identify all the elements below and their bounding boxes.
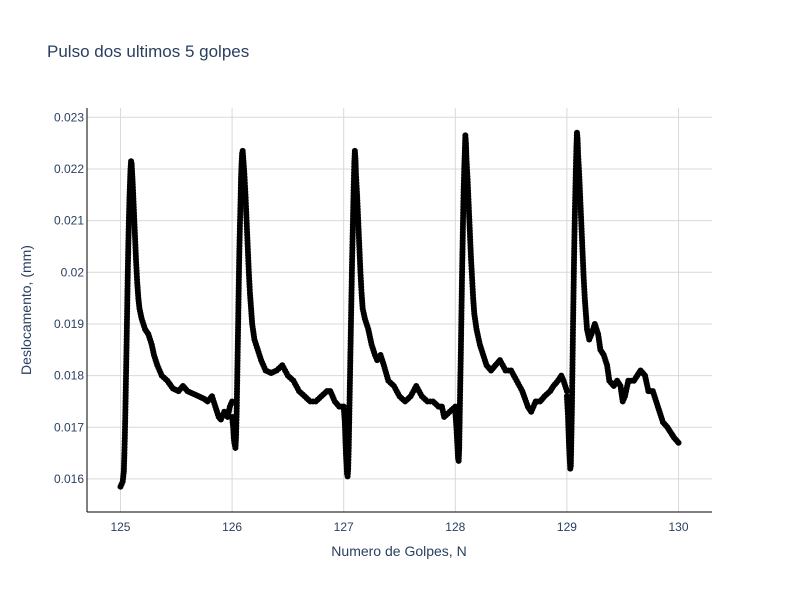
x-tick-label: 126 [222,520,242,534]
y-tick-labels: 0.016 0.017 0.018 0.019 0.02 0.021 0.022 0.023 [54,110,84,486]
y-tick-label: 0.023 [54,110,84,124]
chart-title: Pulso dos ultimos 5 golpes [47,42,249,61]
y-tick-label: 0.018 [54,369,84,383]
data-point [564,388,570,394]
x-tick-label: 129 [557,520,577,534]
y-tick-label: 0.022 [54,162,84,176]
y-tick-label: 0.02 [61,265,85,279]
y-tick-label: 0.016 [54,472,84,486]
x-tick-label: 125 [110,520,130,534]
y-tick-label: 0.017 [54,420,84,434]
x-tick-labels: 125 126 127 128 129 130 [110,520,688,534]
data-point [676,440,682,446]
y-tick-label: 0.019 [54,317,84,331]
x-tick-label: 128 [445,520,465,534]
x-axis-title: Numero de Golpes, N [331,543,466,559]
y-axis-title: Deslocamento, (mm) [18,245,34,375]
x-tick-label: 130 [669,520,689,534]
y-gridlines [87,117,712,479]
y-tick-label: 0.021 [54,214,84,228]
x-tick-label: 127 [334,520,354,534]
data-points [117,130,681,490]
